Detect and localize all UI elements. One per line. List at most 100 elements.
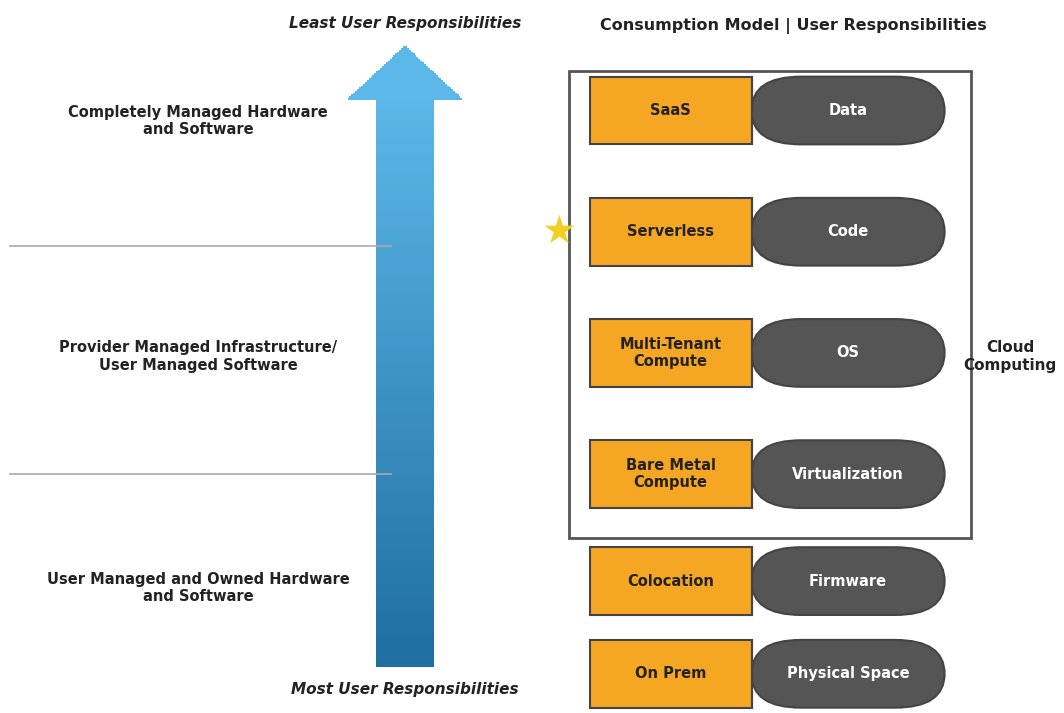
FancyBboxPatch shape [382, 66, 428, 68]
FancyBboxPatch shape [361, 86, 449, 87]
Text: Serverless: Serverless [627, 224, 714, 240]
FancyBboxPatch shape [384, 64, 426, 66]
FancyBboxPatch shape [376, 575, 434, 582]
FancyBboxPatch shape [376, 263, 434, 270]
FancyBboxPatch shape [376, 553, 434, 560]
FancyBboxPatch shape [376, 206, 434, 213]
FancyBboxPatch shape [365, 82, 445, 83]
FancyBboxPatch shape [376, 532, 434, 539]
FancyBboxPatch shape [376, 277, 434, 284]
Text: User Managed and Owned Hardware
and Software: User Managed and Owned Hardware and Soft… [47, 572, 350, 605]
FancyBboxPatch shape [751, 198, 945, 265]
FancyBboxPatch shape [376, 390, 434, 397]
FancyBboxPatch shape [589, 198, 751, 265]
FancyBboxPatch shape [376, 624, 434, 631]
FancyBboxPatch shape [376, 404, 434, 411]
FancyBboxPatch shape [377, 71, 434, 73]
FancyBboxPatch shape [376, 652, 434, 660]
FancyBboxPatch shape [358, 89, 453, 91]
FancyBboxPatch shape [376, 143, 434, 150]
Text: Cloud
Computing: Cloud Computing [964, 340, 1057, 373]
FancyBboxPatch shape [376, 476, 434, 483]
FancyBboxPatch shape [376, 128, 434, 135]
FancyBboxPatch shape [376, 100, 434, 107]
FancyBboxPatch shape [376, 568, 434, 575]
FancyBboxPatch shape [376, 369, 434, 376]
FancyBboxPatch shape [376, 631, 434, 638]
FancyBboxPatch shape [376, 503, 434, 511]
FancyBboxPatch shape [392, 57, 418, 58]
FancyBboxPatch shape [403, 46, 406, 48]
FancyBboxPatch shape [355, 91, 454, 93]
FancyBboxPatch shape [376, 546, 434, 553]
FancyBboxPatch shape [376, 348, 434, 355]
FancyBboxPatch shape [376, 305, 434, 312]
FancyBboxPatch shape [751, 640, 945, 707]
Text: Colocation: Colocation [627, 573, 714, 589]
FancyBboxPatch shape [376, 213, 434, 220]
FancyBboxPatch shape [376, 291, 434, 298]
FancyBboxPatch shape [376, 235, 434, 242]
FancyBboxPatch shape [376, 454, 434, 461]
Text: Virtualization: Virtualization [793, 466, 904, 482]
FancyBboxPatch shape [363, 83, 447, 86]
FancyBboxPatch shape [349, 96, 461, 98]
Text: Physical Space: Physical Space [786, 666, 910, 682]
FancyBboxPatch shape [376, 135, 434, 143]
FancyBboxPatch shape [376, 121, 434, 128]
FancyBboxPatch shape [380, 68, 430, 69]
FancyBboxPatch shape [376, 645, 434, 652]
Text: Provider Managed Infrastructure/
User Managed Software: Provider Managed Infrastructure/ User Ma… [60, 340, 337, 373]
FancyBboxPatch shape [376, 483, 434, 490]
FancyBboxPatch shape [376, 610, 434, 617]
FancyBboxPatch shape [376, 107, 434, 114]
Text: Multi-Tenant
Compute: Multi-Tenant Compute [619, 337, 721, 369]
FancyBboxPatch shape [376, 596, 434, 603]
FancyBboxPatch shape [376, 319, 434, 327]
FancyBboxPatch shape [376, 312, 434, 319]
FancyBboxPatch shape [376, 199, 434, 206]
FancyBboxPatch shape [376, 490, 434, 496]
FancyBboxPatch shape [359, 87, 451, 89]
FancyBboxPatch shape [376, 419, 434, 426]
FancyBboxPatch shape [376, 284, 434, 291]
FancyBboxPatch shape [376, 383, 434, 390]
FancyBboxPatch shape [372, 75, 437, 76]
FancyBboxPatch shape [751, 548, 945, 615]
FancyBboxPatch shape [376, 170, 434, 178]
FancyBboxPatch shape [376, 560, 434, 568]
FancyBboxPatch shape [376, 156, 434, 163]
Polygon shape [348, 46, 463, 100]
FancyBboxPatch shape [396, 53, 415, 55]
FancyBboxPatch shape [589, 77, 751, 145]
Text: Firmware: Firmware [809, 573, 887, 589]
Text: ★: ★ [541, 212, 576, 251]
FancyBboxPatch shape [376, 298, 434, 305]
FancyBboxPatch shape [376, 376, 434, 383]
FancyBboxPatch shape [376, 362, 434, 369]
FancyBboxPatch shape [376, 227, 434, 235]
Text: Completely Managed Hardware
and Software: Completely Managed Hardware and Software [68, 105, 328, 138]
FancyBboxPatch shape [376, 185, 434, 192]
FancyBboxPatch shape [376, 433, 434, 440]
FancyBboxPatch shape [376, 270, 434, 277]
Text: Consumption Model | User Responsibilities: Consumption Model | User Responsibilitie… [600, 18, 986, 34]
FancyBboxPatch shape [376, 334, 434, 341]
FancyBboxPatch shape [376, 178, 434, 185]
FancyBboxPatch shape [368, 78, 442, 81]
FancyBboxPatch shape [387, 61, 422, 62]
FancyBboxPatch shape [376, 192, 434, 199]
FancyBboxPatch shape [569, 71, 970, 538]
FancyBboxPatch shape [375, 73, 435, 75]
FancyBboxPatch shape [394, 55, 416, 57]
Text: Most User Responsibilities: Most User Responsibilities [292, 682, 519, 697]
FancyBboxPatch shape [376, 603, 434, 610]
FancyBboxPatch shape [376, 461, 434, 468]
FancyBboxPatch shape [401, 48, 409, 50]
FancyBboxPatch shape [353, 93, 456, 94]
FancyBboxPatch shape [376, 249, 434, 256]
FancyBboxPatch shape [376, 341, 434, 348]
FancyBboxPatch shape [751, 77, 945, 145]
FancyBboxPatch shape [376, 220, 434, 227]
FancyBboxPatch shape [376, 589, 434, 596]
